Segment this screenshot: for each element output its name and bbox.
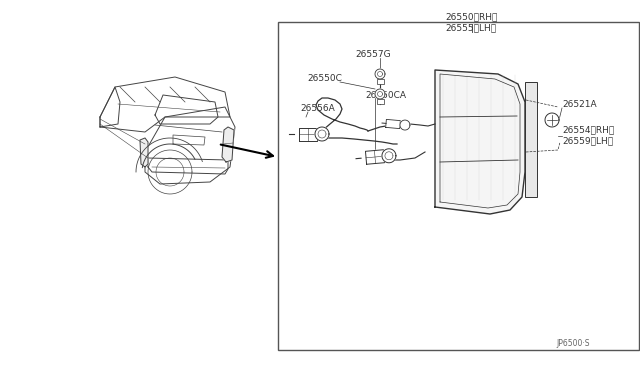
Bar [376, 99, 383, 104]
Polygon shape [315, 127, 329, 141]
Text: 26521A: 26521A [562, 99, 596, 109]
Polygon shape [375, 89, 385, 99]
Polygon shape [545, 113, 559, 127]
Text: 26550（RH）: 26550（RH） [445, 13, 497, 22]
Polygon shape [222, 127, 234, 162]
Polygon shape [140, 138, 148, 167]
Bar [376, 79, 383, 84]
Polygon shape [299, 128, 317, 141]
Polygon shape [400, 120, 410, 130]
Polygon shape [365, 150, 385, 164]
Bar [525, 82, 537, 197]
Bar [278, 22, 639, 350]
Text: JP6500·S: JP6500·S [556, 340, 589, 349]
Text: 26557G: 26557G [355, 49, 390, 58]
Text: 26550CA: 26550CA [365, 90, 406, 99]
Text: 26554（RH）: 26554（RH） [562, 125, 614, 135]
Polygon shape [382, 149, 396, 163]
Text: 26550C: 26550C [307, 74, 342, 83]
Polygon shape [435, 70, 525, 214]
Text: 26559（LH）: 26559（LH） [562, 137, 613, 145]
Polygon shape [386, 119, 401, 129]
Text: 26555（LH）: 26555（LH） [445, 23, 496, 32]
Text: 26556A: 26556A [300, 103, 335, 112]
Polygon shape [375, 69, 385, 79]
